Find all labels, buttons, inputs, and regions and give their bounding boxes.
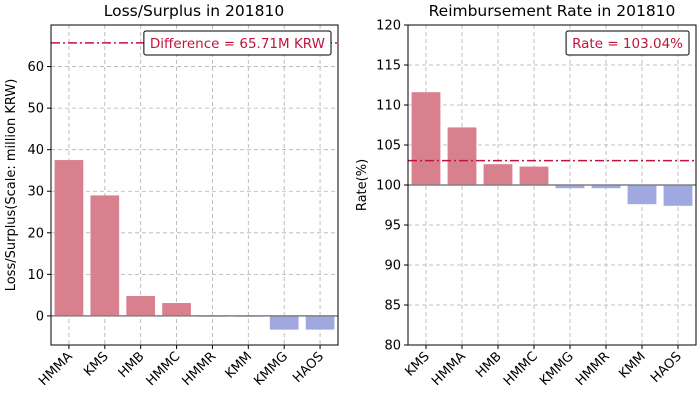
chart-right-ytick-label: 95 xyxy=(384,219,401,234)
chart-left-xtick-label: HMMR xyxy=(179,349,219,389)
chart-left-xtick-label: KMM xyxy=(223,349,256,382)
chart-right-annotation-box xyxy=(565,30,690,56)
chart-left-bar-hmma xyxy=(54,160,84,316)
chart-left-xtick-label: HMMC xyxy=(144,349,184,389)
chart-left-ytick-label: 0 xyxy=(36,309,44,324)
chart-left-bar-kms xyxy=(90,195,120,316)
chart-left-ytick-label: 40 xyxy=(27,143,44,158)
chart-right-bar-kmmg xyxy=(555,185,585,189)
chart-right-ytick-label: 115 xyxy=(376,59,401,74)
chart-left-ytick-label: 10 xyxy=(27,268,44,283)
chart-right-xtick-label: HMMA xyxy=(429,349,469,389)
chart-right-bar-haos xyxy=(663,185,693,206)
chart-left-xtick-label: HAOS xyxy=(290,349,327,386)
chart-left-bar-hmb xyxy=(126,295,156,316)
chart-right-bar-hmb xyxy=(483,164,513,185)
chart-left-ytick-label: 60 xyxy=(27,60,44,75)
chart-left-bar-hmmc xyxy=(162,303,191,316)
chart-left-xtick-label: KMS xyxy=(81,349,111,379)
chart-right-ytick-label: 105 xyxy=(376,139,401,154)
chart-left-frame xyxy=(50,24,339,346)
chart-left-xtick-label: KMMG xyxy=(251,349,291,389)
chart-right-ytick-label: 90 xyxy=(384,259,401,274)
chart-left-bar-haos xyxy=(305,315,335,330)
chart-right-annotation: Rate = 103.04% xyxy=(572,36,683,52)
chart-left-xtick-label: HMB xyxy=(116,349,148,381)
chart-right-xtick-label: KMM xyxy=(616,349,649,382)
chart-right-xtick-label: KMS xyxy=(402,349,432,379)
chart-left-ylabel: Loss/Surplus(Scale: million KRW) xyxy=(4,79,19,292)
chart-left-ytick-label: 50 xyxy=(27,102,44,117)
chart-right-bar-kmm xyxy=(627,185,657,205)
chart-left-annotation-box xyxy=(143,30,332,56)
chart-right: Reimbursement Rate in 201810 Rate(%) 80 8… xyxy=(355,2,697,389)
chart-left-annotation: Difference = 65.71M KRW xyxy=(150,36,325,52)
chart-right-xtick-label: HAOS xyxy=(648,349,685,386)
chart-right-title: Reimbursement Rate in 201810 xyxy=(429,2,676,20)
chart-left: Loss/Surplus in 201810 Loss/Surplus(Scal… xyxy=(4,2,339,389)
chart-left-bar-kmmg xyxy=(269,315,299,330)
chart-left-xtick-label: HMMA xyxy=(36,349,76,389)
chart-right-ytick-label: 100 xyxy=(376,179,401,194)
chart-right-xtick-label: KMMG xyxy=(537,349,577,389)
chart-right-xtick-label: HMB xyxy=(473,349,505,381)
chart-left-ytick-label: 30 xyxy=(27,185,44,200)
chart-right-xtick-label: HMMC xyxy=(501,349,541,389)
chart-right-bar-hmmr xyxy=(591,185,621,189)
chart-right-ytick-label: 80 xyxy=(384,339,401,354)
chart-right-bar-hmmc xyxy=(519,166,549,185)
chart-left-title: Loss/Surplus in 201810 xyxy=(104,2,284,20)
chart-left-ytick-label: 20 xyxy=(27,226,44,241)
chart-right-ylabel: Rate(%) xyxy=(355,159,370,211)
chart-right-bar-hmma xyxy=(447,127,477,185)
chart-right-xtick-label: HMMR xyxy=(573,349,613,389)
chart-right-bar-kms xyxy=(411,92,441,185)
chart-right-ytick-label: 110 xyxy=(376,99,401,114)
chart-right-ytick-label: 120 xyxy=(376,19,401,34)
chart-right-ytick-label: 85 xyxy=(384,299,401,314)
